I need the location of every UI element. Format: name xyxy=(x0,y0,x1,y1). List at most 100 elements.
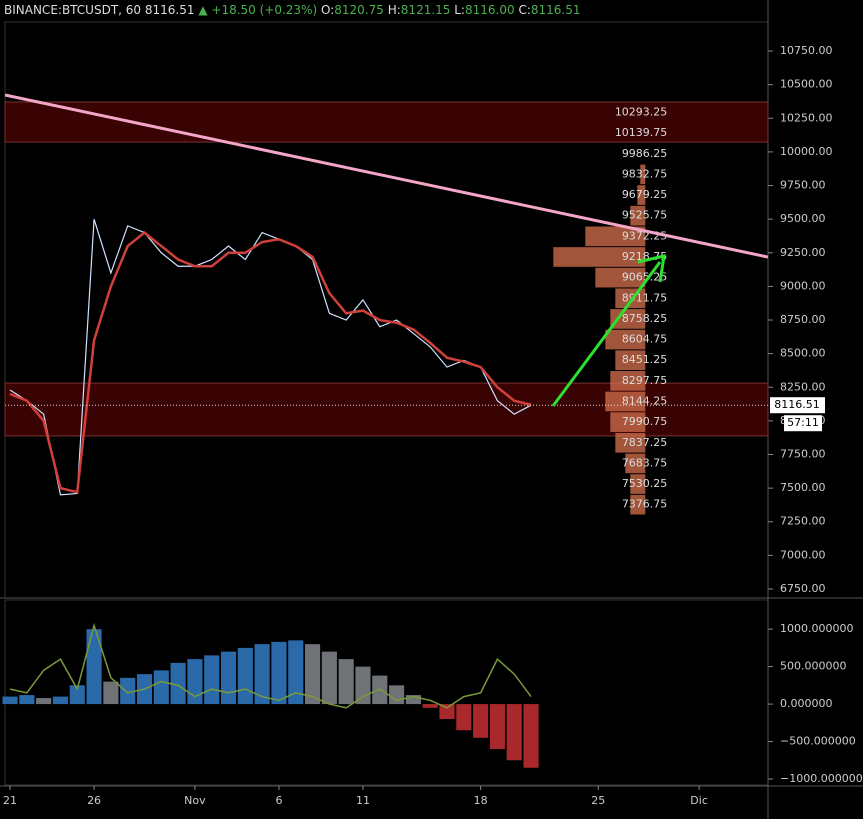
histogram-bar xyxy=(204,655,220,705)
profile-bar xyxy=(610,412,646,432)
histogram-bar xyxy=(405,695,421,705)
y-tick-label: 7750.00 xyxy=(780,448,826,461)
profile-bar xyxy=(630,205,646,226)
histogram-bar xyxy=(86,629,102,705)
profile-label: 8604.75 xyxy=(622,333,668,346)
h-label: H: xyxy=(387,3,401,17)
low: 8116.00 xyxy=(464,3,515,17)
y-tick-label: 9750.00 xyxy=(780,179,826,192)
profile-bar xyxy=(630,494,646,515)
y-tick-label: 1000.000000 xyxy=(780,622,853,635)
profile-bar xyxy=(605,391,646,412)
y-tick-label: 9500.00 xyxy=(780,212,826,225)
profile-label: 7683.75 xyxy=(622,456,668,469)
profile-bar xyxy=(610,371,646,391)
histogram-bar xyxy=(120,677,136,705)
oscillator-line xyxy=(9,622,532,709)
histogram-bar xyxy=(355,666,371,705)
profile-label: 9065.25 xyxy=(622,271,668,284)
profile-bar xyxy=(640,164,646,185)
countdown-box xyxy=(784,415,822,432)
profile-label: 7990.75 xyxy=(622,415,668,428)
x-tick-label: Dic xyxy=(690,794,708,807)
profile-label: 9679.25 xyxy=(622,188,668,201)
y-tick-label: 9250.00 xyxy=(780,246,826,259)
x-tick-label: 18 xyxy=(474,794,488,807)
profile-label: 8297.75 xyxy=(622,374,668,387)
y-tick-label: 9000.00 xyxy=(780,279,826,292)
profile-label: 7837.25 xyxy=(622,436,668,449)
y-tick-label: 6750.00 xyxy=(780,582,826,595)
profile-label: 7376.75 xyxy=(622,498,668,511)
profile-bar xyxy=(605,329,646,350)
high: 8121.15 xyxy=(400,3,451,17)
histogram-bar xyxy=(220,651,237,705)
profile-label: 9832.75 xyxy=(622,167,668,180)
profile-bar xyxy=(585,226,646,247)
histogram-bar xyxy=(153,670,169,705)
y-tick-label: −1000.000000 xyxy=(780,772,863,785)
histogram-bar xyxy=(170,662,186,705)
y-tick-label: 10000.00 xyxy=(780,145,833,158)
profile-bar xyxy=(625,453,646,474)
close: 8116.51 xyxy=(530,3,581,17)
histogram-bar xyxy=(489,704,505,750)
last-price-box xyxy=(770,397,825,414)
open: 8120.75 xyxy=(334,3,384,17)
x-tick-label: Nov xyxy=(184,794,206,807)
histogram-bar xyxy=(254,644,270,705)
histogram-bar xyxy=(456,704,472,731)
profile-bar xyxy=(637,185,646,205)
histogram-bar xyxy=(271,641,287,705)
symbol: BINANCE:BTCUSDT, 60 xyxy=(4,3,142,17)
x-tick-label: 26 xyxy=(87,794,101,807)
histogram-bar xyxy=(422,704,438,708)
price: 8116.51 xyxy=(144,3,195,17)
histogram-bar xyxy=(321,651,337,705)
histogram-bar xyxy=(506,704,522,761)
c-label: C: xyxy=(518,3,531,17)
histogram-bar xyxy=(473,704,489,738)
profile-label: 9218.75 xyxy=(622,250,668,263)
profile-label: 8911.75 xyxy=(622,291,668,304)
x-tick-label: 21 xyxy=(3,794,17,807)
profile-label: 10293.25 xyxy=(615,105,668,118)
x-tick-label: 6 xyxy=(275,794,282,807)
profile-label: 8758.25 xyxy=(622,312,668,325)
histogram-bar xyxy=(69,685,85,705)
histogram-bar xyxy=(2,696,18,705)
histogram-bar xyxy=(103,681,119,705)
histogram-bar xyxy=(288,640,304,705)
header: BINANCE:BTCUSDT, 60 8116.51 ▲ +18.50 (+0… xyxy=(4,3,580,17)
histogram-bar xyxy=(237,647,253,705)
arrow-annotation xyxy=(551,254,666,407)
y-tick-label: −500.000000 xyxy=(780,735,856,748)
histogram-bar xyxy=(304,644,321,705)
profile-label: 10139.75 xyxy=(615,126,668,139)
y-tick-label: 7000.00 xyxy=(780,548,826,561)
histogram-bar xyxy=(187,659,203,705)
y-tick-label: 10750.00 xyxy=(780,44,833,57)
histogram-bar xyxy=(439,704,455,720)
arrow: ▲ xyxy=(198,3,208,17)
y-tick-label: 7250.00 xyxy=(780,515,826,528)
profile-label: 9986.25 xyxy=(622,147,668,160)
o-label: O: xyxy=(320,3,335,17)
y-tick-label: 8500.00 xyxy=(780,347,826,360)
profile-bar xyxy=(615,432,646,453)
histogram-bar xyxy=(19,695,35,705)
y-tick-label: 8750.00 xyxy=(780,313,826,326)
profile-label: 7530.25 xyxy=(622,477,668,490)
x-tick-label: 25 xyxy=(591,794,605,807)
profile-bar xyxy=(595,267,646,288)
profile-label: 8144.25 xyxy=(622,394,668,407)
y-tick-label: 10500.00 xyxy=(780,78,833,91)
x-tick-label: 11 xyxy=(356,794,370,807)
y-tick-label: 0.000000 xyxy=(780,697,833,710)
histogram-bar xyxy=(36,698,52,705)
y-tick-label: 10250.00 xyxy=(780,111,833,124)
change: +18.50 (+0.23%) xyxy=(211,3,318,17)
profile-label: 9525.75 xyxy=(622,209,668,222)
profile-bar xyxy=(630,474,646,494)
